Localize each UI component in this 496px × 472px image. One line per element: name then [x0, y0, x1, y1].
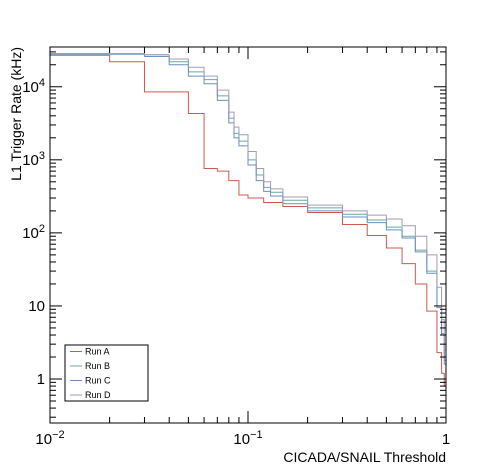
y-tick-label: 10: [28, 298, 45, 315]
legend-label: Run B: [85, 361, 110, 371]
legend-entries: Run A Run B Run C Run D: [70, 347, 111, 400]
x-tick-label: 10−1: [233, 429, 262, 448]
legend: Run A Run B Run C Run D: [64, 344, 149, 402]
series-line-run-c: [50, 53, 447, 396]
y-tick-label: 103: [22, 150, 45, 169]
tick-layer: [49, 47, 447, 423]
x-axis-title: CICADA/SNAIL Threshold: [283, 449, 446, 465]
y-tick-label: 104: [22, 77, 45, 96]
legend-box: [64, 344, 149, 402]
legend-label: Run C: [85, 376, 111, 386]
y-axis-title: L1 Trigger Rate (kHz): [8, 47, 24, 181]
y-tick-label: 1: [37, 371, 45, 388]
x-tick-label: 1: [442, 431, 450, 448]
legend-label: Run A: [85, 347, 110, 357]
legend-label: Run D: [85, 390, 111, 400]
series-line-run-d: [50, 53, 447, 387]
label-layer: 10−2 10−1 1 1 10 102 103 104: [22, 77, 450, 448]
x-tick-label: 10−2: [35, 429, 64, 448]
y-tick-label: 102: [22, 223, 45, 242]
series-layer: [50, 53, 447, 402]
